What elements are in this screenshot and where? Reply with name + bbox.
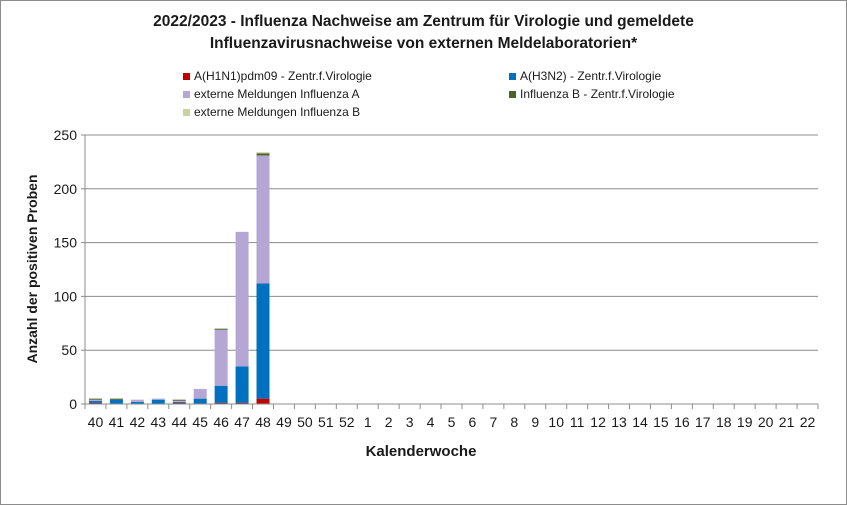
legend-swatch-ext-a [183, 90, 190, 98]
x-tick-label: 42 [130, 414, 146, 430]
bar-segment-40-s1 [88, 400, 102, 403]
axes [81, 134, 819, 409]
x-tick-label: 20 [758, 414, 774, 430]
x-tick-label: 11 [570, 414, 585, 430]
x-tick-label: 7 [489, 414, 497, 430]
x-tick-label: 5 [448, 414, 456, 430]
x-tick-label: 19 [737, 414, 753, 430]
x-tick-label: 15 [653, 414, 669, 430]
bar-segment-44-s2 [172, 400, 186, 402]
x-tick-label: 6 [469, 414, 477, 430]
bar-segment-43-s2 [151, 398, 165, 400]
legend-swatch-infl-b [509, 90, 516, 98]
bars [88, 152, 270, 404]
gridlines [85, 134, 818, 351]
bar-segment-44-s3 [172, 399, 186, 401]
x-tick-label: 9 [531, 414, 539, 430]
x-tick-label: 51 [318, 414, 334, 430]
bar-segment-46-s3 [214, 328, 228, 330]
chart-title-line-2: Influenzavirusnachweise von externen Mel… [209, 35, 638, 52]
y-axis-label: Anzahl der positiven Proben [24, 174, 40, 363]
x-tick-label: 49 [276, 414, 292, 430]
legend-label-h3n2: A(H3N2) - Zentr.f.Virologie [520, 69, 662, 83]
legend-label-ext-b: externe Meldungen Influenza B [194, 105, 361, 119]
y-tick-label: 100 [54, 288, 78, 304]
bar-segment-45-s1 [193, 398, 207, 404]
y-tick-label: 150 [54, 235, 78, 251]
x-tick-label: 48 [255, 414, 271, 430]
y-tick-label: 0 [69, 396, 77, 412]
x-tick-label: 41 [109, 414, 125, 430]
bar-segment-48-s4 [256, 152, 270, 154]
bar-segment-46-s2 [214, 329, 228, 386]
x-tick-label: 12 [590, 414, 606, 430]
y-tick-label: 250 [54, 127, 78, 143]
x-tick-label: 47 [234, 414, 250, 430]
bar-segment-40-s2 [88, 399, 102, 401]
bar-segment-40-s0 [88, 402, 102, 404]
x-tick-label: 43 [151, 414, 167, 430]
bar-segment-44-s1 [172, 401, 186, 403]
legend-swatch-h3n2 [509, 72, 516, 80]
x-tick-labels: 40 41 42 43 44 45 46 47 48 49 50 51 52 1 2 3 4 5 6 7 8 9 10 11 1… [88, 414, 816, 430]
bar-segment-47-s2 [235, 231, 249, 367]
legend-item-ext-b: externe Meldungen Influenza B [183, 105, 360, 119]
bar-segment-46-s0 [214, 402, 228, 404]
x-tick-label: 21 [779, 414, 795, 430]
bar-segment-41-s3 [109, 398, 123, 400]
bar-segment-48-s3 [256, 153, 270, 156]
legend-item-h3n2: A(H3N2) - Zentr.f.Virologie [509, 69, 661, 83]
x-tick-label: 40 [88, 414, 104, 430]
legend-label-infl-b: Influenza B - Zentr.f.Virologie [520, 87, 675, 101]
x-tick-label: 10 [548, 414, 564, 430]
x-tick-label: 17 [695, 414, 711, 430]
x-axis-label: Kalenderwoche [366, 443, 477, 460]
x-tick-label: 14 [632, 414, 648, 430]
legend-item-h1n1: A(H1N1)pdm09 - Zentr.f.Virologie [183, 69, 372, 83]
legend-item-infl-b: Influenza B - Zentr.f.Virologie [509, 87, 675, 101]
x-tick-label: 16 [674, 414, 690, 430]
legend-label-ext-a: externe Meldungen Influenza A [194, 87, 360, 101]
bar-segment-47-s0 [235, 402, 249, 404]
bar-segment-43-s1 [151, 399, 165, 404]
x-tick-label: 45 [192, 414, 208, 430]
x-tick-label: 3 [406, 414, 414, 430]
bar-segment-41-s1 [109, 399, 123, 404]
x-tick-label: 4 [427, 414, 435, 430]
bar-segment-42-s2 [130, 399, 144, 402]
bar-segment-48-s0 [256, 398, 270, 404]
legend-item-ext-a: externe Meldungen Influenza A [183, 87, 359, 101]
legend-swatch-h1n1 [183, 72, 190, 80]
bar-segment-40-s3 [88, 398, 102, 400]
y-tick-label: 50 [61, 342, 77, 358]
bar-segment-44-s0 [172, 402, 186, 404]
bar-segment-48-s2 [256, 155, 270, 284]
bar-segment-47-s1 [235, 366, 249, 403]
chart-title: 2022/2023 - Influenza Nachweise am Zentr… [1, 11, 846, 55]
x-tick-label: 46 [213, 414, 229, 430]
x-tick-label: 8 [510, 414, 518, 430]
bar-segment-45-s2 [193, 388, 207, 399]
bar-segment-46-s1 [214, 385, 228, 403]
x-tick-label: 18 [716, 414, 732, 430]
legend-swatch-ext-b [183, 108, 190, 116]
x-tick-label: 44 [171, 414, 187, 430]
x-tick-label: 13 [611, 414, 627, 430]
legend-label-h1n1: A(H1N1)pdm09 - Zentr.f.Virologie [194, 69, 372, 83]
chart-title-line-1: 2022/2023 - Influenza Nachweise am Zentr… [153, 13, 694, 30]
bar-segment-48-s1 [256, 283, 270, 399]
x-tick-label: 50 [297, 414, 313, 430]
x-tick-label: 2 [385, 414, 393, 430]
y-tick-label: 200 [54, 181, 78, 197]
x-tick-label: 52 [339, 414, 355, 430]
x-tick-label: 1 [364, 414, 372, 430]
bar-segment-42-s1 [130, 401, 144, 404]
x-tick-label: 22 [800, 414, 816, 430]
y-tick-labels: 0 50 100 150 200 250 [54, 127, 78, 412]
